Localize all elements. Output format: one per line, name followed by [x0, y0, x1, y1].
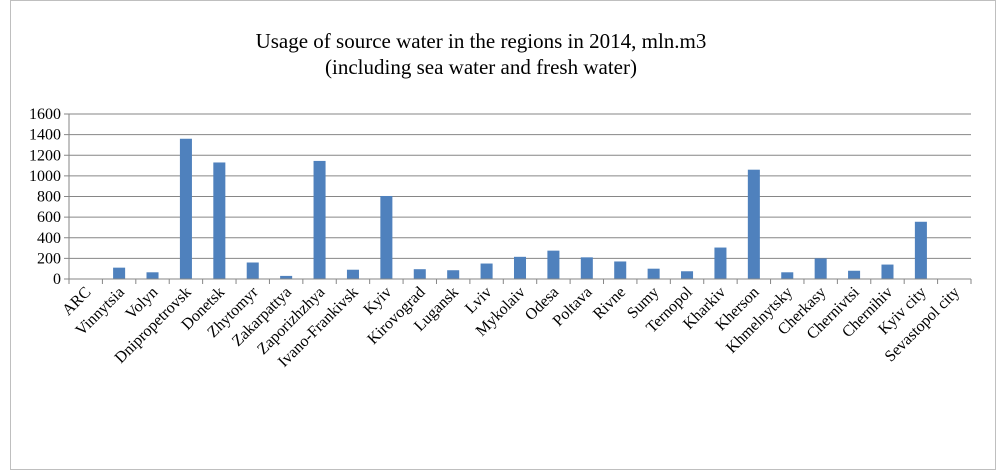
y-axis-ticks: 0 200 400 600 800 1000 1200 1400 1600: [29, 106, 69, 288]
bar-vinnytsia: [113, 267, 126, 279]
bar-cherkasy: [814, 258, 827, 279]
bar-zhytomyr: [246, 262, 259, 279]
bars: [113, 138, 927, 279]
x-tick-label: Rivne: [590, 284, 629, 323]
chart-subtitle: (including sea water and fresh water): [325, 55, 637, 79]
bar-chernihiv: [881, 264, 894, 279]
bar-poltava: [580, 257, 593, 279]
bar-zaporizhzhya: [313, 160, 326, 279]
bar-chart: Usage of source water in the regions in …: [29, 29, 972, 371]
bar-lviv: [480, 263, 493, 279]
bar-kirovograd: [413, 269, 426, 279]
bar-odesa: [547, 250, 560, 279]
gridlines: [69, 113, 971, 259]
chart-title: Usage of source water in the regions in …: [256, 29, 707, 53]
y-tick-label: 1600: [29, 106, 61, 123]
x-axis-labels: ARCVinnytsiaVolynDnipropetrovskDonetskZh…: [59, 283, 963, 370]
bar-ternopol: [681, 271, 694, 279]
y-tick-label: 200: [37, 250, 61, 267]
y-tick-label: 1400: [29, 127, 61, 144]
bar-mykolaiv: [513, 256, 527, 279]
chart-frame: Usage of source water in the regions in …: [10, 0, 996, 470]
bar-lugansk: [447, 270, 460, 279]
y-tick-label: 800: [37, 189, 61, 206]
bar-kharkiv: [714, 247, 727, 279]
bar-zakarpattya: [280, 275, 293, 279]
bar-rivne: [614, 261, 627, 279]
bar-ivano-frankivsk: [346, 269, 359, 279]
y-tick-label: 0: [53, 271, 61, 288]
bar-kyiv: [380, 195, 393, 279]
y-tick-label: 1000: [29, 168, 61, 185]
bar-kyiv-city: [914, 221, 927, 279]
y-tick-label: 400: [37, 230, 61, 247]
x-axis: [68, 114, 972, 284]
bar-dnipropetrovsk: [179, 138, 192, 279]
bar-khmelnytsky: [781, 272, 794, 279]
bar-donetsk: [213, 162, 226, 279]
y-tick-label: 1200: [29, 147, 61, 164]
bar-volyn: [146, 272, 159, 279]
bar-chernivtsi: [848, 270, 861, 279]
y-tick-label: 600: [37, 209, 61, 226]
bar-kherson: [747, 169, 760, 279]
bar-sumy: [647, 268, 660, 279]
